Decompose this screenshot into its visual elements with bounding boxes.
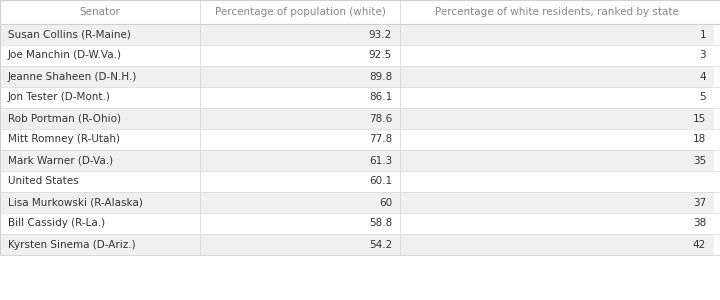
Bar	[200, 0, 400, 24]
Text: Susan Collins (R-Maine): Susan Collins (R-Maine)	[8, 29, 131, 40]
Text: 60: 60	[379, 197, 392, 208]
Bar	[400, 24, 714, 45]
Bar	[200, 213, 400, 234]
Bar	[200, 150, 400, 171]
Text: Rob Portman (R-Ohio): Rob Portman (R-Ohio)	[8, 113, 121, 124]
Text: 18: 18	[693, 134, 706, 145]
Bar	[0, 66, 200, 87]
Text: 93.2: 93.2	[369, 29, 392, 40]
Text: Mark Warner (D-Va.): Mark Warner (D-Va.)	[8, 155, 113, 166]
Bar	[200, 24, 400, 45]
Text: 61.3: 61.3	[369, 155, 392, 166]
Text: 38: 38	[693, 218, 706, 229]
Text: 92.5: 92.5	[369, 50, 392, 61]
Bar	[200, 234, 400, 255]
Bar	[200, 66, 400, 87]
Bar	[0, 150, 200, 171]
Text: Jeanne Shaheen (D-N.H.): Jeanne Shaheen (D-N.H.)	[8, 71, 138, 82]
Text: United States: United States	[8, 176, 78, 187]
Bar	[0, 0, 200, 24]
Text: Bill Cassidy (R-La.): Bill Cassidy (R-La.)	[8, 218, 105, 229]
Bar	[0, 87, 200, 108]
Text: Mitt Romney (R-Utah): Mitt Romney (R-Utah)	[8, 134, 120, 145]
Bar	[200, 45, 400, 66]
Bar	[200, 171, 400, 192]
Bar	[400, 213, 714, 234]
Text: 4: 4	[699, 71, 706, 82]
Text: Percentage of white residents, ranked by state: Percentage of white residents, ranked by…	[435, 7, 679, 17]
Text: 3: 3	[699, 50, 706, 61]
Bar	[200, 108, 400, 129]
Text: 5: 5	[699, 92, 706, 103]
Text: Percentage of population (white): Percentage of population (white)	[215, 7, 385, 17]
Text: Kyrsten Sinema (D-Ariz.): Kyrsten Sinema (D-Ariz.)	[8, 239, 135, 250]
Bar	[400, 45, 714, 66]
Text: 86.1: 86.1	[369, 92, 392, 103]
Bar	[0, 171, 200, 192]
Text: 15: 15	[693, 113, 706, 124]
Bar	[0, 234, 200, 255]
Text: 89.8: 89.8	[369, 71, 392, 82]
Bar	[400, 108, 714, 129]
Bar	[0, 45, 200, 66]
Bar	[400, 234, 714, 255]
Bar	[0, 108, 200, 129]
Text: 60.1: 60.1	[369, 176, 392, 187]
Bar	[400, 192, 714, 213]
Bar	[0, 129, 200, 150]
Bar	[400, 129, 714, 150]
Text: 37: 37	[693, 197, 706, 208]
Bar	[400, 150, 714, 171]
Bar	[0, 213, 200, 234]
Bar	[400, 171, 714, 192]
Bar	[400, 66, 714, 87]
Text: 42: 42	[693, 239, 706, 250]
Bar	[0, 192, 200, 213]
Text: Lisa Murkowski (R-Alaska): Lisa Murkowski (R-Alaska)	[8, 197, 143, 208]
Text: Senator: Senator	[80, 7, 120, 17]
Text: 78.6: 78.6	[369, 113, 392, 124]
Text: 54.2: 54.2	[369, 239, 392, 250]
Bar	[0, 24, 200, 45]
Text: 35: 35	[693, 155, 706, 166]
Bar	[200, 192, 400, 213]
Text: Joe Manchin (D-W.Va.): Joe Manchin (D-W.Va.)	[8, 50, 122, 61]
Text: Jon Tester (D-Mont.): Jon Tester (D-Mont.)	[8, 92, 111, 103]
Bar	[400, 87, 714, 108]
Text: 58.8: 58.8	[369, 218, 392, 229]
Bar	[200, 87, 400, 108]
Bar	[200, 129, 400, 150]
Text: 1: 1	[699, 29, 706, 40]
Bar	[400, 0, 714, 24]
Text: 77.8: 77.8	[369, 134, 392, 145]
